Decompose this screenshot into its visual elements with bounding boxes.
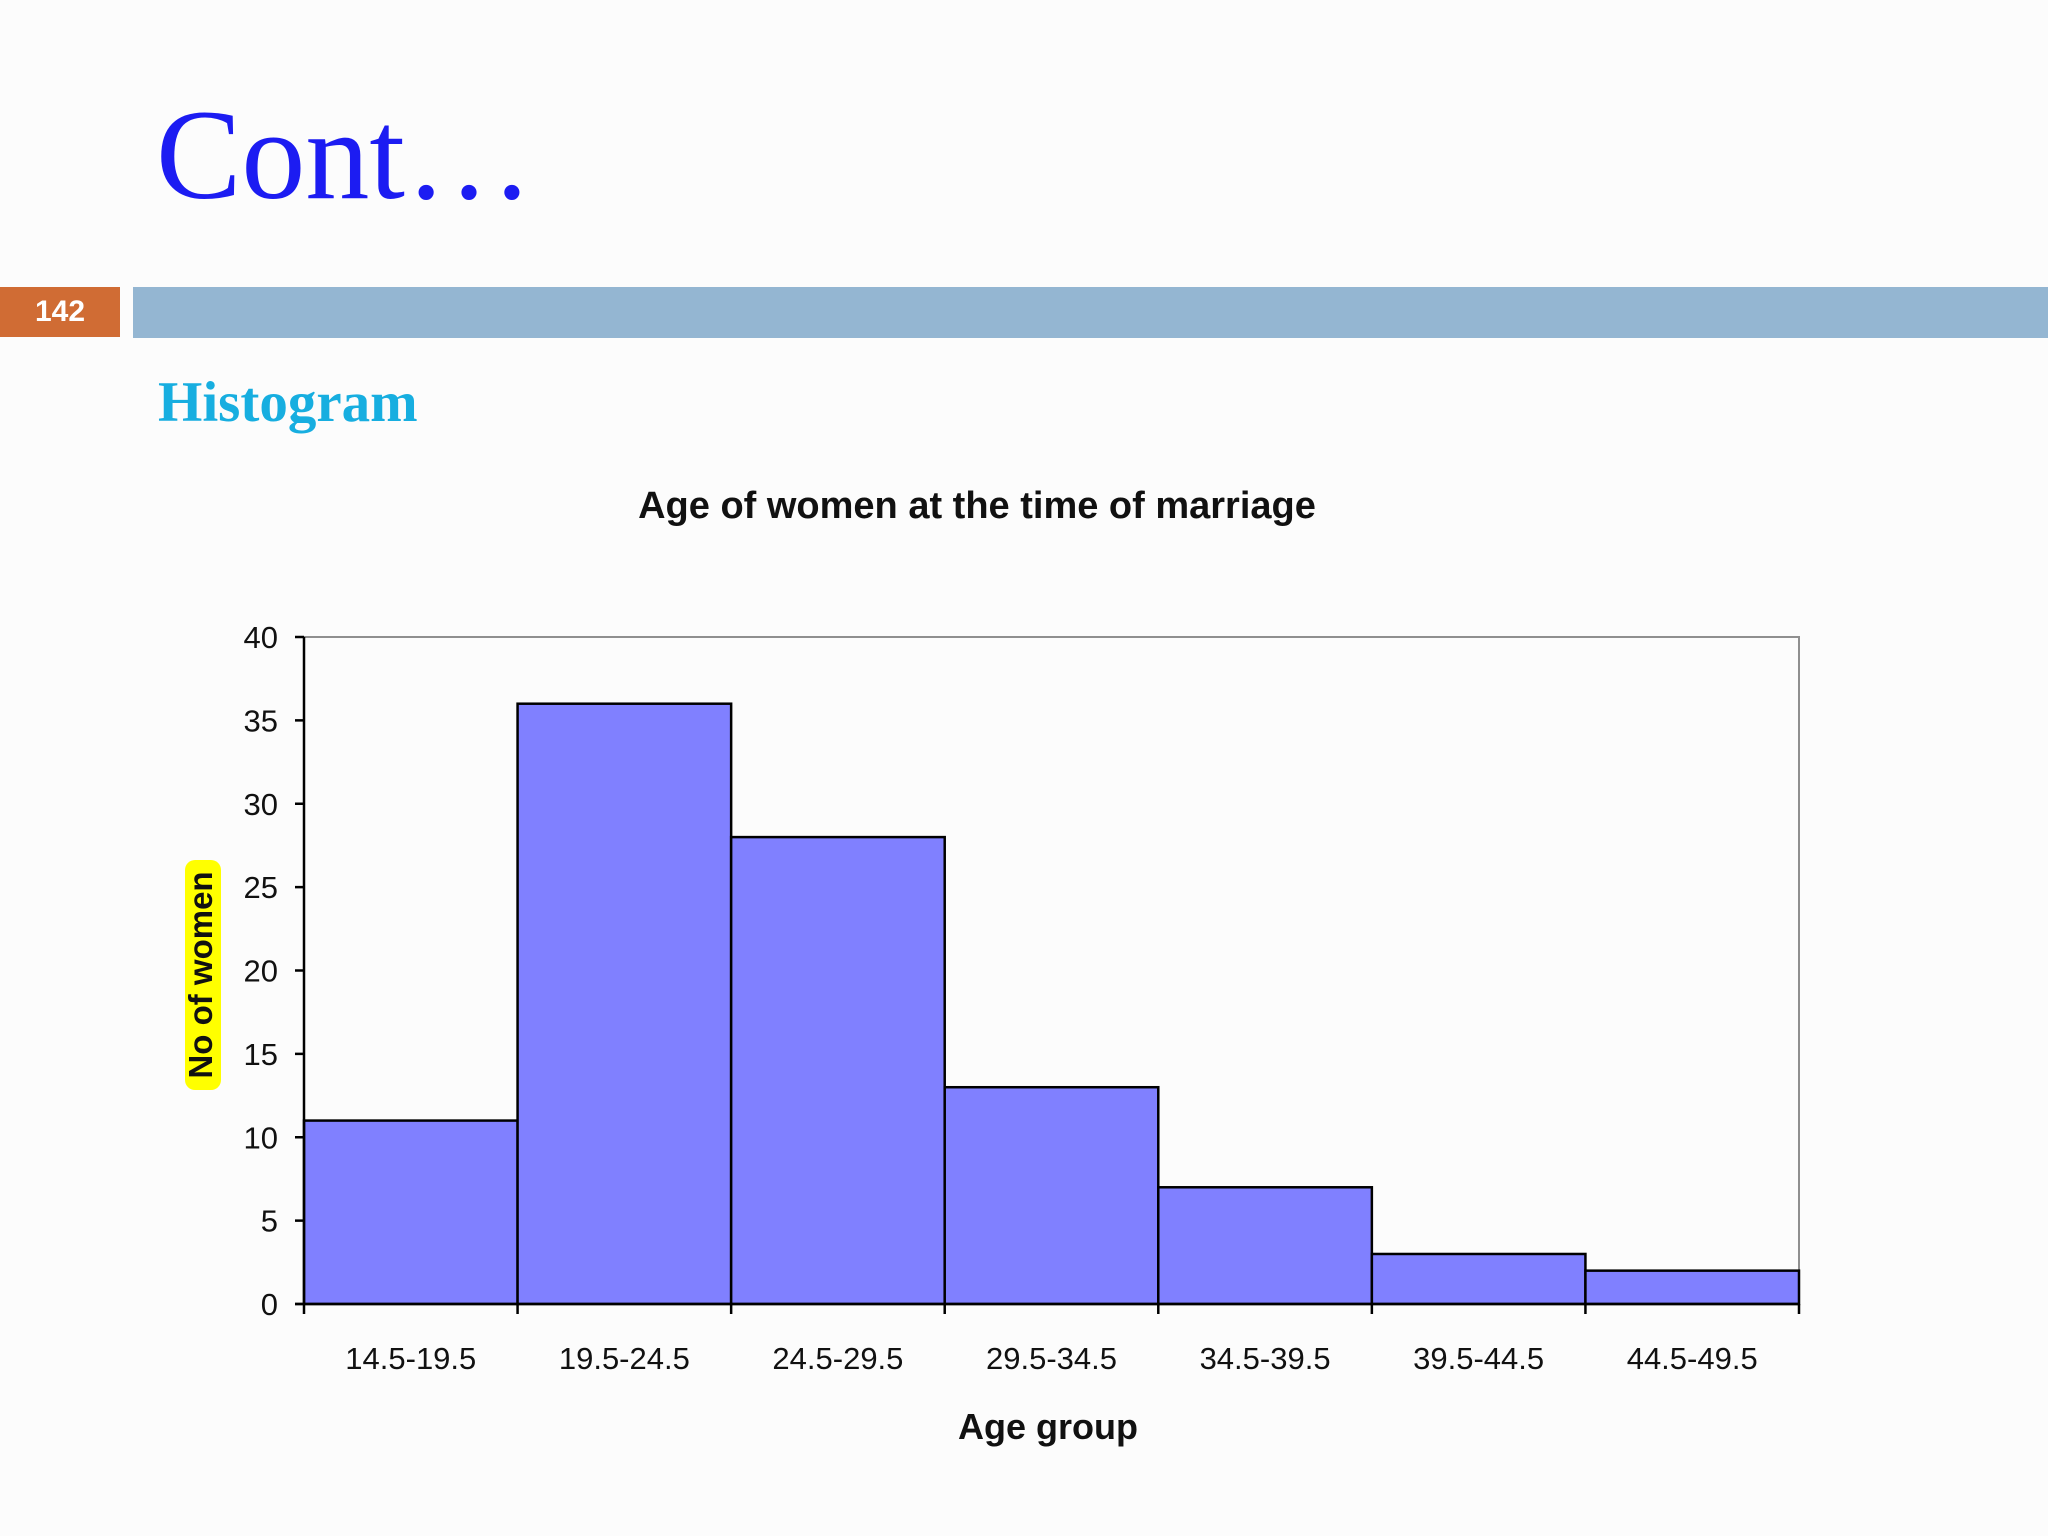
y-tick-label: 15 xyxy=(244,1037,278,1072)
x-tick-label: 29.5-34.5 xyxy=(986,1341,1117,1376)
y-tick-label: 35 xyxy=(244,703,278,738)
x-tick-label: 24.5-29.5 xyxy=(772,1341,903,1376)
y-axis-label-highlight xyxy=(185,860,221,1090)
x-tick-label: 34.5-39.5 xyxy=(1200,1341,1331,1376)
y-tick-label: 40 xyxy=(244,620,278,655)
page-number-badge: 142 xyxy=(0,287,120,337)
x-tick-label: 39.5-44.5 xyxy=(1413,1341,1544,1376)
y-tick-label: 5 xyxy=(261,1204,278,1239)
title-rule xyxy=(133,287,2048,338)
bar-44.5-49.5 xyxy=(1584,1269,1801,1306)
x-tick-label: 44.5-49.5 xyxy=(1627,1341,1758,1376)
x-tick-label: 14.5-19.5 xyxy=(345,1341,476,1376)
y-axis: 0 5 10 15 20 25 30 35 40 xyxy=(244,620,306,1322)
bars-group xyxy=(302,702,1801,1306)
x-tick-label: 19.5-24.5 xyxy=(559,1341,690,1376)
slide-title: Cont… xyxy=(156,84,533,226)
y-tick-label: 30 xyxy=(244,787,278,822)
y-tick-label: 25 xyxy=(244,870,278,905)
bar-29.5-34.5 xyxy=(943,1085,1160,1306)
section-subheading: Histogram xyxy=(158,371,418,434)
y-tick-label: 20 xyxy=(244,954,278,989)
bar-34.5-39.5 xyxy=(1157,1186,1374,1306)
x-axis-label: Age group xyxy=(958,1406,1138,1447)
bar-14.5-19.5 xyxy=(302,1119,519,1306)
bar-19.5-24.5 xyxy=(516,702,733,1306)
bar-24.5-29.5 xyxy=(729,835,946,1306)
chart-title: Age of women at the time of marriage xyxy=(638,485,1316,527)
y-tick-label: 0 xyxy=(261,1287,278,1322)
bar-39.5-44.5 xyxy=(1370,1252,1587,1306)
x-axis: 14.5-19.5 19.5-24.5 24.5-29.5 29.5-34.5 34.5… xyxy=(295,1302,1801,1376)
y-tick-label: 10 xyxy=(244,1120,278,1155)
y-axis-label: No of women xyxy=(182,871,219,1078)
